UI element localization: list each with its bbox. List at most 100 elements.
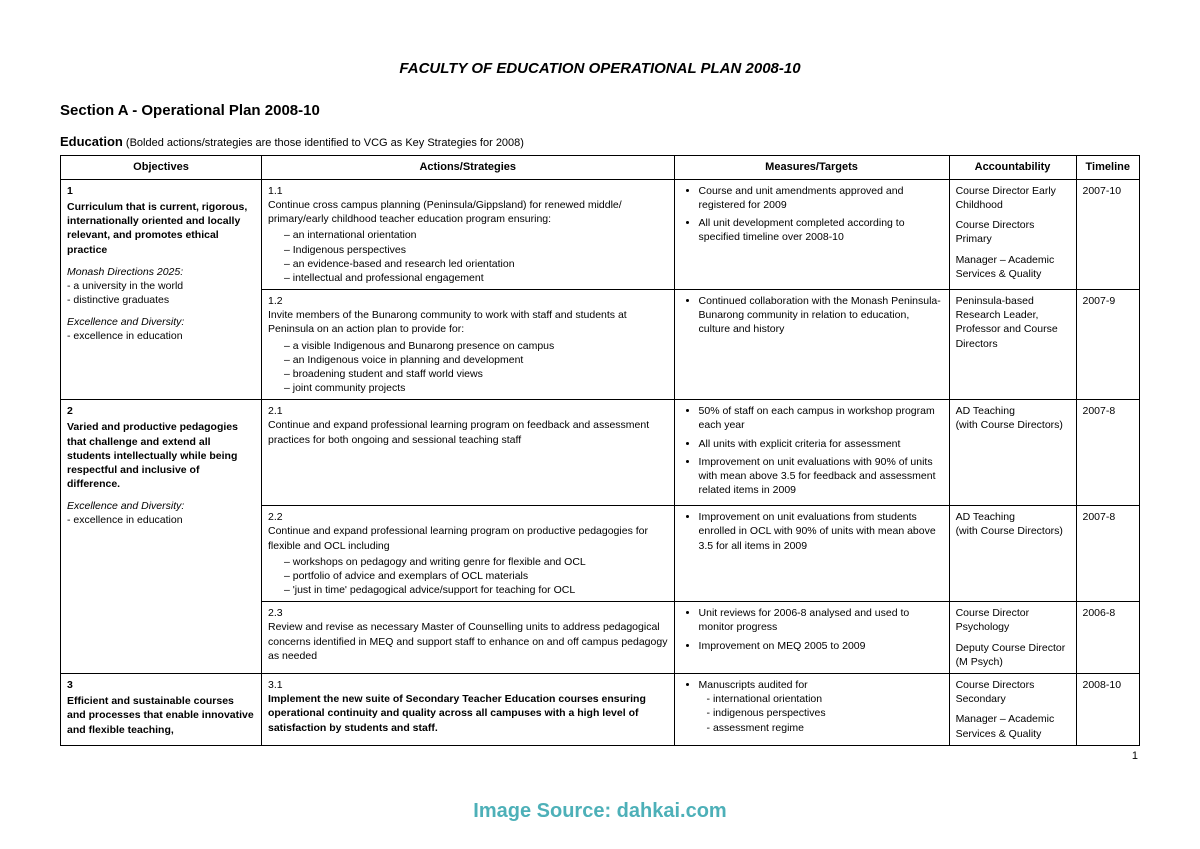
measure-item: 50% of staff on each campus in workshop …: [699, 404, 943, 432]
document-title: FACULTY OF EDUCATION OPERATIONAL PLAN 20…: [60, 60, 1140, 77]
action-cell: 1.2 Invite members of the Bunarong commu…: [261, 290, 674, 400]
objective-note: - excellence in education: [67, 329, 255, 343]
measure-item: Improvement on MEQ 2005 to 2009: [699, 639, 943, 653]
measure-item: Improvement on unit evaluations with 90%…: [699, 455, 943, 498]
objective-title: Curriculum that is current, rigorous, in…: [67, 200, 255, 257]
measure-subitem: international orientation: [707, 692, 943, 706]
timeline-cell: 2007-8: [1076, 506, 1140, 602]
objective-cell: 2 Varied and productive pedagogies that …: [61, 400, 262, 674]
objective-note: - a university in the world: [67, 279, 255, 293]
objective-subhead: Excellence and Diversity:: [67, 499, 255, 513]
action-number: 2.3: [268, 607, 283, 619]
action-subitem: portfolio of advice and exemplars of OCL…: [284, 569, 668, 583]
accountability-item: Course Directors Secondary: [956, 678, 1070, 706]
objective-number: 3: [67, 679, 73, 691]
action-text: Invite members of the Bunarong community…: [268, 309, 627, 335]
action-text: Continue cross campus planning (Peninsul…: [268, 199, 622, 225]
action-subitem: Indigenous perspectives: [284, 243, 668, 257]
measures-cell: Manuscripts audited for international or…: [674, 674, 949, 746]
action-subitem: 'just in time' pedagogical advice/suppor…: [284, 583, 668, 597]
action-subitem: workshops on pedagogy and writing genre …: [284, 555, 668, 569]
action-subitem: an Indigenous voice in planning and deve…: [284, 353, 668, 367]
accountability-cell: Course Directors Secondary Manager – Aca…: [949, 674, 1076, 746]
accountability-cell: AD Teaching (with Course Directors): [949, 506, 1076, 602]
action-number: 2.1: [268, 405, 283, 417]
header-measures: Measures/Targets: [674, 156, 949, 180]
timeline-cell: 2007-8: [1076, 400, 1140, 506]
objective-subhead: Excellence and Diversity:: [67, 315, 255, 329]
section-title: Section A - Operational Plan 2008-10: [60, 102, 1140, 119]
action-text: Review and revise as necessary Master of…: [268, 621, 667, 661]
measure-item: Unit reviews for 2006-8 analysed and use…: [699, 606, 943, 634]
measure-subitem: assessment regime: [707, 721, 943, 735]
measures-cell: 50% of staff on each campus in workshop …: [674, 400, 949, 506]
accountability-cell: Course Director Psychology Deputy Course…: [949, 602, 1076, 674]
page-number: 1: [60, 750, 1140, 762]
objective-cell: 1 Curriculum that is current, rigorous, …: [61, 179, 262, 399]
measure-item: All units with explicit criteria for ass…: [699, 437, 943, 451]
objective-note: - excellence in education: [67, 513, 255, 527]
accountability-item: Course Directors Primary: [956, 218, 1070, 246]
table-row: 2 Varied and productive pedagogies that …: [61, 400, 1140, 506]
objective-note: - distinctive graduates: [67, 293, 255, 307]
action-subitem: a visible Indigenous and Bunarong presen…: [284, 339, 668, 353]
action-number: 1.1: [268, 185, 283, 197]
accountability-item: Manager – Academic Services & Quality: [956, 712, 1070, 740]
measures-cell: Course and unit amendments approved and …: [674, 179, 949, 289]
action-sublist: workshops on pedagogy and writing genre …: [268, 555, 668, 598]
action-sublist: an international orientation Indigenous …: [268, 228, 668, 285]
accountability-item: Deputy Course Director (M Psych): [956, 641, 1070, 669]
accountability-cell: Peninsula-based Research Leader, Profess…: [949, 290, 1076, 400]
action-text: Continue and expand professional learnin…: [268, 525, 648, 551]
action-cell: 2.1 Continue and expand professional lea…: [261, 400, 674, 506]
header-actions: Actions/Strategies: [261, 156, 674, 180]
measure-item: Manuscripts audited for international or…: [699, 678, 943, 735]
measure-item: Improvement on unit evaluations from stu…: [699, 510, 943, 553]
operational-plan-table: Objectives Actions/Strategies Measures/T…: [60, 155, 1140, 746]
objective-subhead: Monash Directions 2025:: [67, 265, 255, 279]
measure-item: Course and unit amendments approved and …: [699, 184, 943, 212]
header-objectives: Objectives: [61, 156, 262, 180]
measure-subitem: indigenous perspectives: [707, 706, 943, 720]
action-cell: 3.1 Implement the new suite of Secondary…: [261, 674, 674, 746]
intro-note: (Bolded actions/strategies are those ide…: [123, 137, 524, 149]
timeline-cell: 2006-8: [1076, 602, 1140, 674]
accountability-item: Course Director Psychology: [956, 606, 1070, 634]
measure-item: All unit development completed according…: [699, 216, 943, 244]
accountability-item: Course Director Early Childhood: [956, 184, 1070, 212]
accountability-item: (with Course Directors): [956, 418, 1070, 432]
objective-title: Varied and productive pedagogies that ch…: [67, 420, 255, 491]
image-source-watermark: Image Source: dahkai.com: [0, 800, 1200, 823]
action-number: 2.2: [268, 511, 283, 523]
measure-item: Continued collaboration with the Monash …: [699, 294, 943, 337]
intro-category: Education: [60, 134, 123, 149]
objective-number: 2: [67, 405, 73, 417]
table-row: 1 Curriculum that is current, rigorous, …: [61, 179, 1140, 289]
accountability-item: Manager – Academic Services & Quality: [956, 253, 1070, 281]
objective-cell: 3 Efficient and sustainable courses and …: [61, 674, 262, 746]
measure-lead: Manuscripts audited for: [699, 679, 808, 691]
action-subitem: joint community projects: [284, 381, 668, 395]
action-cell: 2.2 Continue and expand professional lea…: [261, 506, 674, 602]
timeline-cell: 2008-10: [1076, 674, 1140, 746]
action-text: Continue and expand professional learnin…: [268, 419, 649, 445]
table-row: 3 Efficient and sustainable courses and …: [61, 674, 1140, 746]
objective-number: 1: [67, 185, 73, 197]
header-accountability: Accountability: [949, 156, 1076, 180]
accountability-item: AD Teaching: [956, 510, 1070, 524]
table-header-row: Objectives Actions/Strategies Measures/T…: [61, 156, 1140, 180]
measures-cell: Unit reviews for 2006-8 analysed and use…: [674, 602, 949, 674]
action-number: 1.2: [268, 295, 283, 307]
measures-cell: Continued collaboration with the Monash …: [674, 290, 949, 400]
action-subitem: an evidence-based and research led orien…: [284, 257, 668, 271]
timeline-cell: 2007-10: [1076, 179, 1140, 289]
accountability-item: (with Course Directors): [956, 524, 1070, 538]
action-subitem: broadening student and staff world views: [284, 367, 668, 381]
accountability-item: AD Teaching: [956, 404, 1070, 418]
action-cell: 2.3 Review and revise as necessary Maste…: [261, 602, 674, 674]
action-number: 3.1: [268, 679, 283, 691]
objective-title: Efficient and sustainable courses and pr…: [67, 694, 255, 737]
action-sublist: a visible Indigenous and Bunarong presen…: [268, 339, 668, 396]
measures-cell: Improvement on unit evaluations from stu…: [674, 506, 949, 602]
timeline-cell: 2007-9: [1076, 290, 1140, 400]
